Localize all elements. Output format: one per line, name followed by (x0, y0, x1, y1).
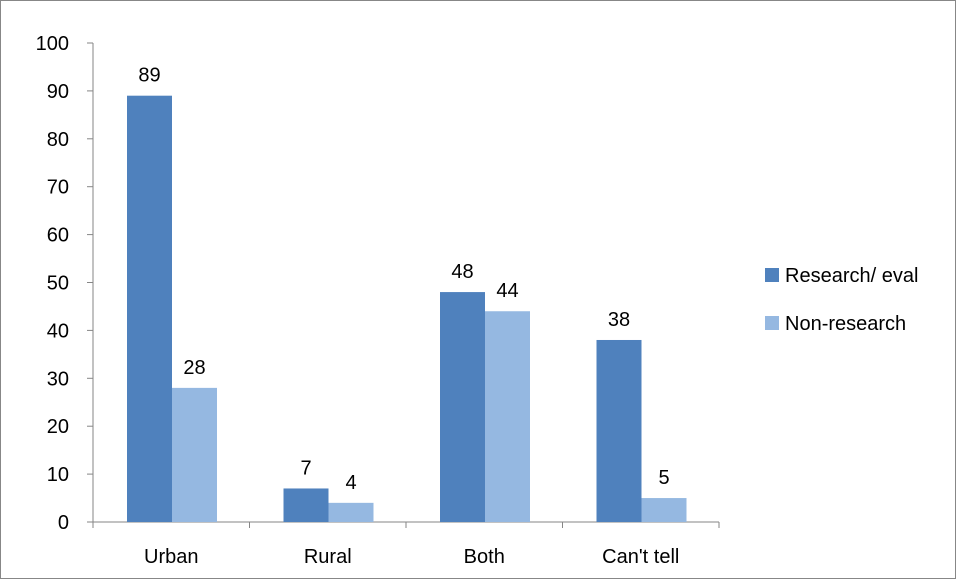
legend-swatch (765, 316, 779, 330)
bar-non-research (328, 502, 374, 522)
y-tick-label: 70 (47, 177, 69, 199)
y-tick-label: 90 (47, 81, 69, 103)
y-tick-label: 0 (58, 512, 69, 534)
x-tick-label: Urban (144, 546, 198, 568)
legend-label: Non-research (785, 313, 906, 335)
bar-non-research (485, 311, 530, 522)
bar-non-research (172, 387, 217, 522)
x-tick-label: Can't tell (602, 546, 679, 568)
y-tick-label: 50 (47, 273, 69, 295)
y-tick-label: 40 (47, 320, 69, 342)
y-tick-label: 10 (47, 464, 69, 486)
data-label: 89 (138, 65, 160, 87)
bar-research-eval (283, 488, 329, 522)
data-label: 48 (451, 261, 473, 283)
y-tick-label: 100 (36, 33, 69, 55)
data-label: 44 (496, 280, 518, 302)
data-label: 7 (300, 457, 311, 479)
x-tick-label: Rural (304, 546, 352, 568)
y-tick-label: 80 (47, 129, 69, 151)
data-label: 5 (658, 467, 669, 489)
data-label: 38 (608, 309, 630, 331)
y-tick-label: 30 (47, 368, 69, 390)
bar-research-eval (596, 339, 642, 522)
x-tick-label: Both (464, 546, 505, 568)
bar-research-eval (127, 95, 172, 522)
bar-non-research (641, 498, 687, 522)
data-label: 28 (183, 357, 205, 379)
data-label: 4 (345, 472, 356, 494)
legend-label: Research/ eval (785, 265, 918, 287)
legend-swatch (765, 268, 779, 282)
y-tick-label: 20 (47, 416, 69, 438)
y-tick-label: 60 (47, 225, 69, 247)
bar-research-eval (440, 292, 485, 522)
